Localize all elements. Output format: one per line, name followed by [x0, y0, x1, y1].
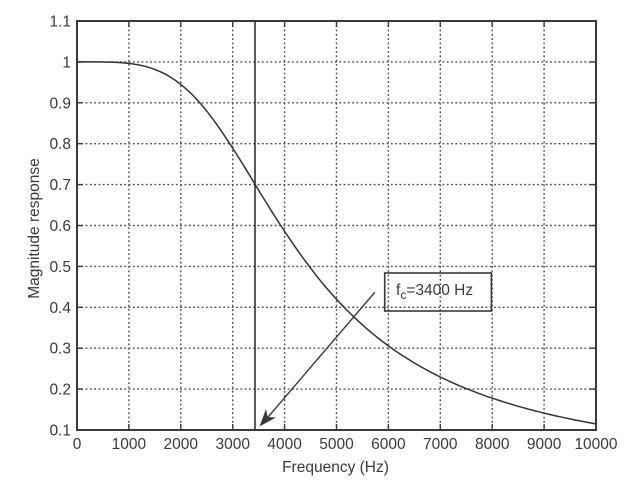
svg-text:1: 1	[62, 54, 71, 71]
svg-text:6000: 6000	[371, 436, 406, 453]
svg-text:0.9: 0.9	[49, 95, 71, 112]
svg-text:0.5: 0.5	[49, 259, 71, 276]
svg-text:1.1: 1.1	[49, 14, 71, 31]
svg-text:2000: 2000	[164, 436, 199, 453]
svg-text:Magnitude response: Magnitude response	[26, 158, 43, 298]
svg-text:0.6: 0.6	[49, 218, 71, 235]
svg-text:0.7: 0.7	[49, 177, 71, 194]
svg-text:fc=3400 Hz: fc=3400 Hz	[396, 282, 473, 302]
svg-text:0.8: 0.8	[49, 136, 71, 153]
svg-text:4000: 4000	[267, 436, 302, 453]
svg-text:0.3: 0.3	[49, 341, 71, 358]
svg-text:Frequency (Hz): Frequency (Hz)	[282, 459, 389, 476]
svg-text:0.4: 0.4	[49, 300, 71, 317]
svg-text:10000: 10000	[574, 436, 617, 453]
svg-text:9000: 9000	[527, 436, 562, 453]
svg-text:7000: 7000	[423, 436, 458, 453]
svg-text:8000: 8000	[475, 436, 510, 453]
svg-text:0: 0	[73, 436, 82, 453]
svg-text:1000: 1000	[112, 436, 147, 453]
svg-text:3000: 3000	[215, 436, 250, 453]
svg-text:0.1: 0.1	[49, 423, 71, 440]
svg-text:5000: 5000	[319, 436, 354, 453]
svg-text:0.2: 0.2	[49, 382, 71, 399]
